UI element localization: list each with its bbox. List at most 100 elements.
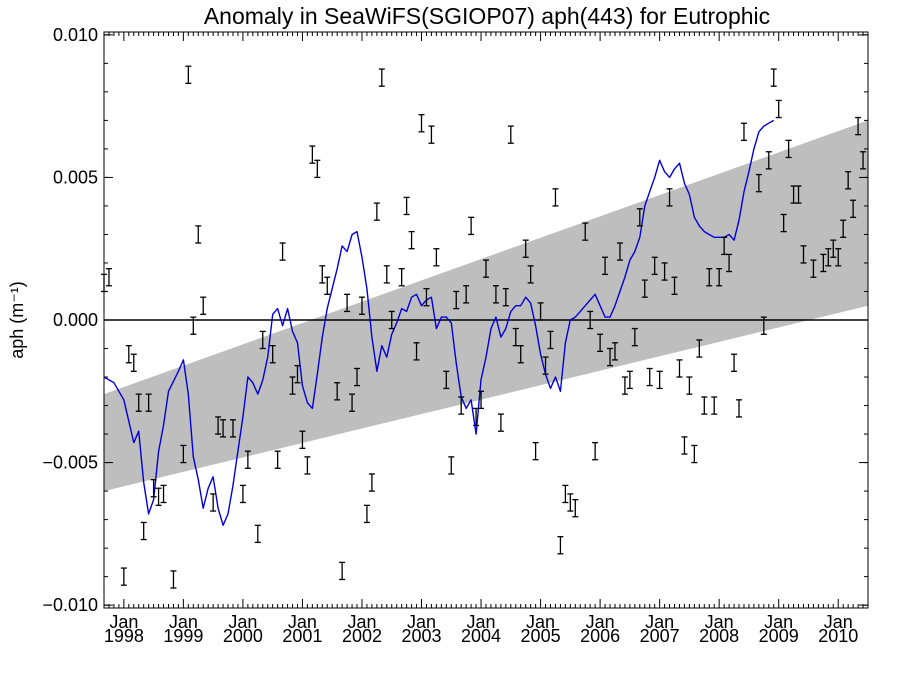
trend-band	[104, 120, 868, 492]
data-point-6	[140, 521, 147, 541]
data-point-58	[453, 290, 460, 310]
data-point-4	[130, 353, 137, 372]
data-point-38	[344, 293, 351, 313]
data-point-125	[810, 259, 817, 278]
data-point-17	[210, 493, 217, 512]
data-point-49	[403, 196, 410, 216]
data-point-121	[785, 139, 792, 159]
data-point-78	[557, 536, 564, 555]
data-point-22	[244, 450, 251, 469]
data-point-54	[428, 125, 435, 144]
data-point-47	[388, 310, 395, 330]
data-point-76	[547, 330, 554, 350]
data-point-3	[125, 345, 132, 364]
data-point-129	[835, 248, 842, 267]
data-point-14	[190, 316, 197, 335]
data-point-92	[631, 327, 638, 347]
data-point-117	[765, 151, 772, 170]
data-point-66	[497, 413, 504, 432]
data-point-128	[830, 239, 837, 258]
data-point-83	[587, 310, 594, 330]
data-point-35	[324, 276, 331, 295]
data-point-16	[200, 296, 207, 315]
data-point-1	[105, 268, 112, 287]
data-point-52	[418, 114, 425, 133]
data-point-101	[676, 359, 683, 378]
data-point-37	[339, 561, 346, 581]
data-point-63	[478, 390, 485, 410]
data-point-119	[775, 99, 782, 119]
data-point-74	[537, 302, 544, 321]
data-point-120	[780, 213, 787, 233]
data-point-96	[651, 256, 658, 276]
data-point-7	[145, 393, 152, 412]
data-point-115	[755, 173, 762, 193]
data-point-102	[681, 436, 688, 455]
data-point-111	[726, 253, 733, 273]
x-tick-month-label: Jan	[109, 612, 138, 632]
data-point-118	[770, 68, 777, 87]
data-point-123	[795, 185, 802, 204]
x-tick-month-label: Jan	[526, 612, 555, 632]
y-tick-label: −0.005	[42, 453, 98, 473]
series-line-0	[103, 119, 775, 526]
x-tick-year-label: 1999	[163, 626, 203, 646]
x-tick-year-label: 2006	[580, 626, 620, 646]
data-point-114	[740, 122, 747, 142]
data-point-15	[195, 225, 202, 244]
data-point-79	[562, 484, 569, 504]
data-point-44	[373, 202, 380, 221]
data-point-99	[666, 188, 673, 207]
data-point-20	[229, 419, 236, 438]
data-point-106	[701, 396, 708, 415]
data-point-8	[150, 479, 157, 498]
data-point-65	[492, 285, 499, 304]
data-point-23	[254, 524, 261, 544]
data-point-112	[731, 353, 738, 372]
y-axis-ticks: −0.010 −0.005 0.000 0.005 0.010	[42, 25, 868, 615]
data-point-134	[860, 151, 867, 170]
x-tick-month-label: Jan	[764, 612, 793, 632]
data-point-94	[641, 279, 648, 298]
data-point-67	[502, 287, 509, 307]
data-point-88	[611, 342, 618, 361]
x-tick-year-label: 2000	[223, 626, 263, 646]
data-point-86	[602, 256, 609, 276]
data-point-61	[468, 216, 475, 236]
data-point-73	[532, 441, 539, 461]
error-bar-points	[101, 65, 867, 589]
data-point-113	[736, 399, 743, 418]
data-point-91	[626, 370, 633, 390]
x-tick-month-label: Jan	[645, 612, 674, 632]
data-point-132	[850, 199, 857, 218]
data-point-64	[483, 259, 489, 278]
data-point-48	[398, 268, 405, 287]
data-point-130	[840, 219, 847, 238]
x-tick-month-label: Jan	[347, 612, 376, 632]
data-point-51	[413, 342, 420, 361]
x-tick-year-label: 2008	[699, 626, 739, 646]
chart-title: Anomaly in SeaWiFS(SGIOP07) aph(443) for…	[204, 3, 770, 29]
data-point-90	[621, 376, 628, 395]
anomaly-line	[103, 119, 775, 526]
data-point-105	[696, 339, 703, 358]
data-point-127	[825, 248, 832, 267]
data-point-93	[636, 208, 643, 227]
data-point-33	[314, 159, 321, 179]
x-tick-month-label: Jan	[288, 612, 317, 632]
x-axis-ticks: Jan1998Jan1999Jan2000Jan2001Jan2002Jan20…	[103, 32, 869, 646]
data-point-59	[458, 396, 465, 415]
data-point-56	[443, 370, 450, 390]
data-point-41	[358, 296, 365, 315]
data-point-53	[423, 287, 430, 307]
trend-band-area	[104, 120, 868, 492]
data-point-57	[448, 456, 455, 475]
x-tick-month-label: Jan	[467, 612, 496, 632]
data-point-81	[572, 498, 579, 518]
data-point-60	[463, 285, 470, 304]
data-point-72	[527, 265, 534, 284]
data-point-43	[368, 473, 375, 492]
data-point-80	[567, 493, 574, 512]
y-tick-label: 0.000	[53, 310, 98, 330]
